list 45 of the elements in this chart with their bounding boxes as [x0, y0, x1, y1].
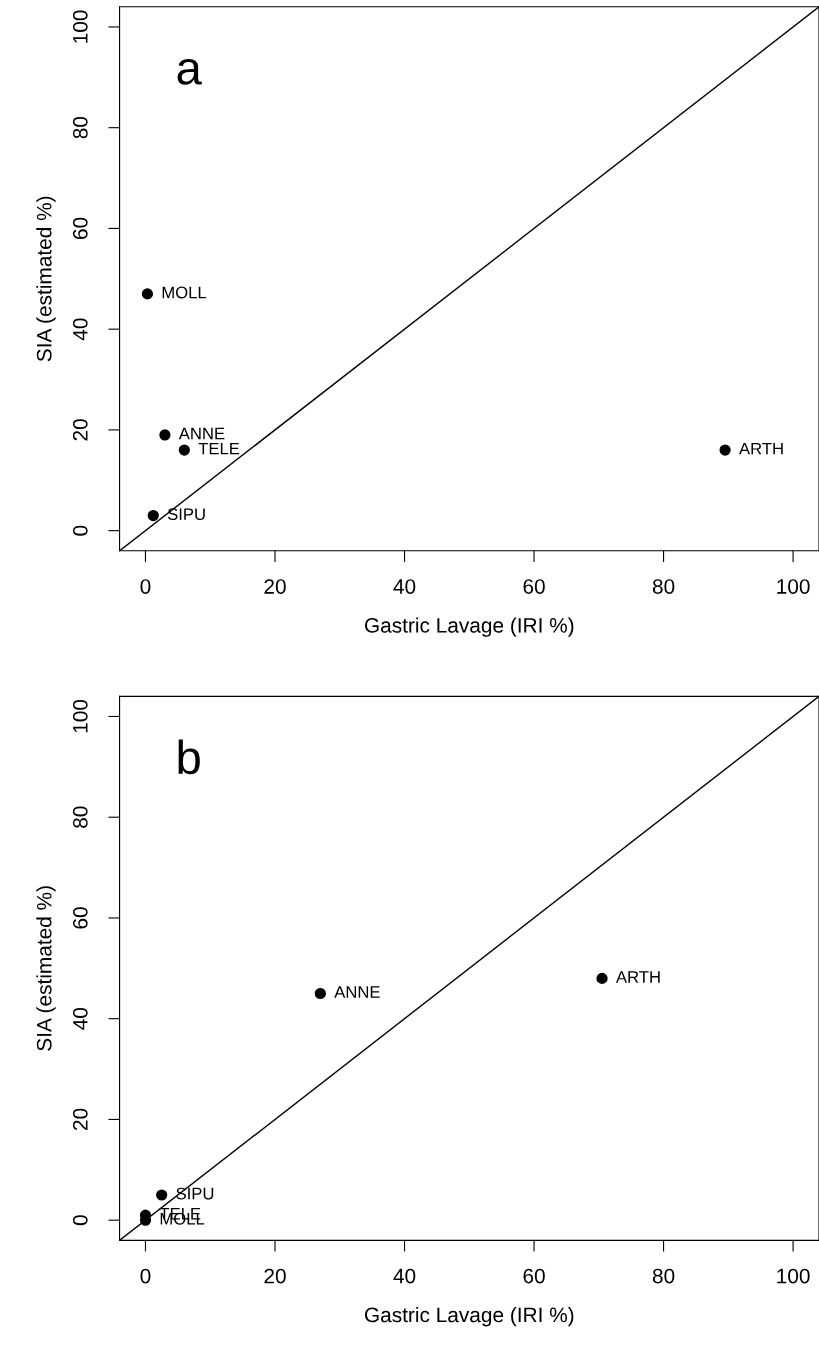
y-tick-label: 100 — [72, 699, 88, 733]
point — [178, 444, 190, 456]
annotation: TELE — [198, 442, 240, 455]
x-tick-label: 40 — [393, 579, 416, 594]
y-tick-label: 20 — [72, 1108, 88, 1130]
y-tick-label: 40 — [72, 1007, 88, 1030]
y-tick-label: 20 — [72, 419, 88, 441]
point — [314, 987, 326, 1000]
x-axis-title: Gastric Lavage (IRI %) — [364, 617, 574, 637]
x-axis-title: Gastric Lavage (IRI %) — [364, 1306, 574, 1327]
annotation: ARTH — [739, 442, 783, 455]
x-tick-label: 60 — [523, 579, 545, 594]
annotation: ARTH — [615, 971, 660, 983]
point — [159, 429, 171, 441]
annotation: b — [178, 739, 200, 775]
y-tick-label: 60 — [72, 217, 88, 239]
annotation: MOLL — [162, 286, 207, 299]
x-tick-label: 20 — [264, 579, 286, 594]
x-tick-label: 100 — [777, 579, 810, 594]
annotation: ANNE — [334, 986, 380, 998]
point — [147, 509, 159, 522]
annotation: ANNE — [178, 427, 225, 440]
point — [141, 288, 154, 300]
x-tick-label: 0 — [140, 1268, 151, 1284]
x-tick-label: 40 — [393, 1268, 416, 1284]
y-tick-label: 80 — [72, 806, 88, 828]
annotation: SIPU — [167, 508, 205, 521]
x-tick-label: 80 — [652, 1268, 675, 1284]
y-tick-label: 0 — [72, 525, 88, 536]
x-tick-label: 60 — [523, 1268, 545, 1284]
x-tick-label: 100 — [777, 1268, 810, 1284]
y-tick-label: 0 — [72, 1215, 88, 1226]
point — [719, 444, 731, 456]
y-axis-title: SIA (estimated %) — [36, 196, 56, 362]
x-tick-label: 20 — [264, 1268, 286, 1284]
y-tick-label: 80 — [72, 116, 88, 139]
x-tick-label: 0 — [140, 579, 151, 594]
y-tick-label: 60 — [72, 907, 88, 929]
y-tick-label: 40 — [72, 318, 88, 341]
x-tick-label: 80 — [652, 579, 675, 594]
y-axis-title: SIA (estimated %) — [36, 886, 56, 1051]
point — [156, 1189, 168, 1201]
y-tick-label: 100 — [72, 10, 88, 43]
annotation: a — [177, 58, 202, 85]
point — [596, 972, 608, 984]
